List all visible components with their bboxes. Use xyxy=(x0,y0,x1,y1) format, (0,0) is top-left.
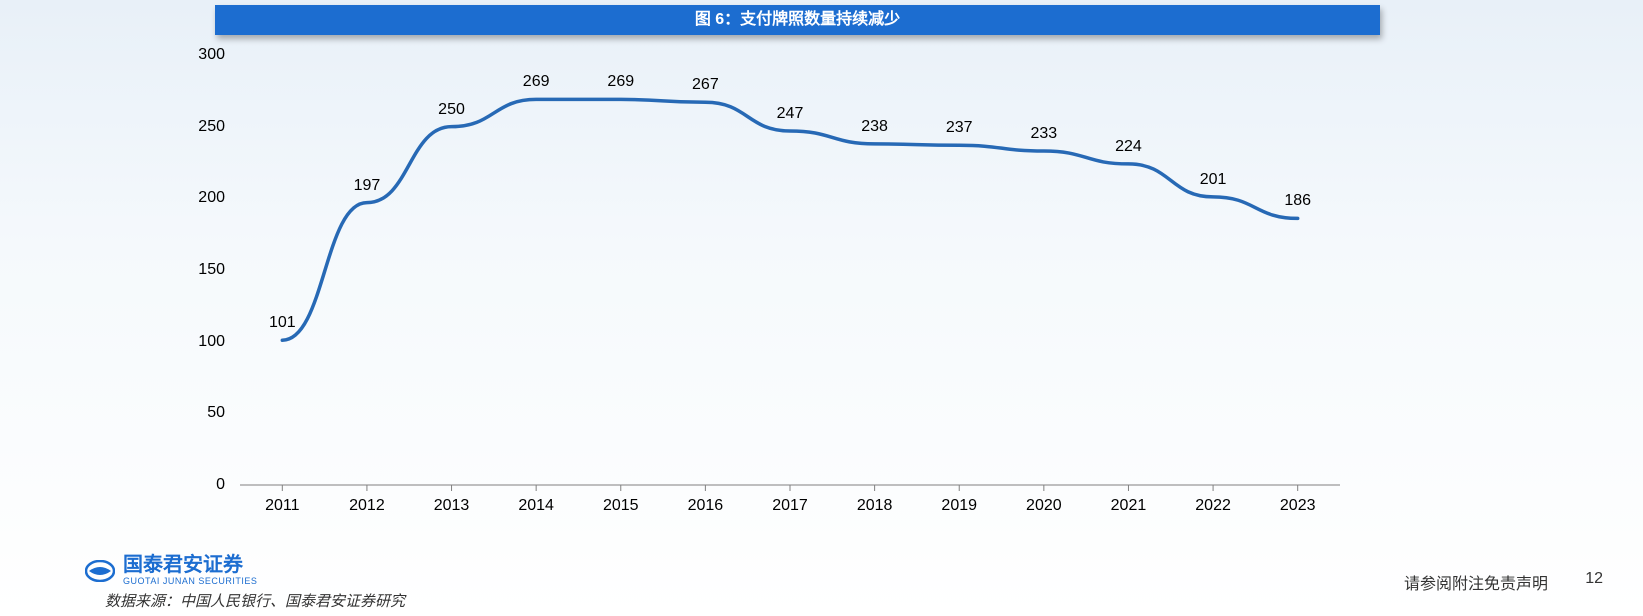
x-tick-label: 2023 xyxy=(1280,497,1316,515)
x-tick-label: 2012 xyxy=(349,497,385,515)
x-tick-label: 2020 xyxy=(1026,497,1062,515)
footer-logo: 国泰君安证券 GUOTAI JUNAN SECURITIES xyxy=(85,555,257,586)
y-tick-label: 300 xyxy=(198,46,225,64)
x-tick-label: 2021 xyxy=(1111,497,1147,515)
x-tick-label: 2022 xyxy=(1195,497,1231,515)
data-point-label: 269 xyxy=(523,73,550,91)
x-tick-label: 2011 xyxy=(265,497,299,515)
logo-icon xyxy=(85,560,115,582)
data-point-label: 224 xyxy=(1115,138,1142,156)
data-point-label: 238 xyxy=(861,118,888,136)
x-tick-label: 2015 xyxy=(603,497,639,515)
y-tick-label: 150 xyxy=(198,261,225,279)
disclaimer-text: 请参阅附注免责声明 xyxy=(1404,570,1548,594)
data-point-label: 101 xyxy=(269,314,296,332)
x-tick-label: 2016 xyxy=(688,497,724,515)
data-point-label: 267 xyxy=(692,76,719,94)
data-point-label: 186 xyxy=(1284,192,1311,210)
y-tick-label: 250 xyxy=(198,118,225,136)
x-tick-label: 2014 xyxy=(518,497,554,515)
page-number: 12 xyxy=(1585,570,1603,588)
data-point-label: 233 xyxy=(1030,125,1057,143)
y-tick-label: 100 xyxy=(198,333,225,351)
x-tick-label: 2019 xyxy=(941,497,977,515)
y-tick-label: 200 xyxy=(198,189,225,207)
data-point-label: 237 xyxy=(946,119,973,137)
chart-title-bar: 图 6：支付牌照数量持续减少 xyxy=(215,5,1380,35)
y-tick-label: 0 xyxy=(216,476,225,494)
data-point-label: 197 xyxy=(354,177,381,195)
y-tick-label: 50 xyxy=(207,404,225,422)
x-tick-label: 2018 xyxy=(857,497,893,515)
data-point-label: 250 xyxy=(438,101,465,119)
x-tick-label: 2013 xyxy=(434,497,470,515)
data-point-label: 201 xyxy=(1200,171,1227,189)
source-text: 数据来源：中国人民银行、国泰君安证券研究 xyxy=(105,590,405,611)
logo-text-cn: 国泰君安证券 xyxy=(123,555,257,575)
data-point-label: 247 xyxy=(777,105,804,123)
x-tick-label: 2017 xyxy=(772,497,808,515)
logo-text-en: GUOTAI JUNAN SECURITIES xyxy=(123,577,257,586)
data-point-label: 269 xyxy=(607,73,634,91)
